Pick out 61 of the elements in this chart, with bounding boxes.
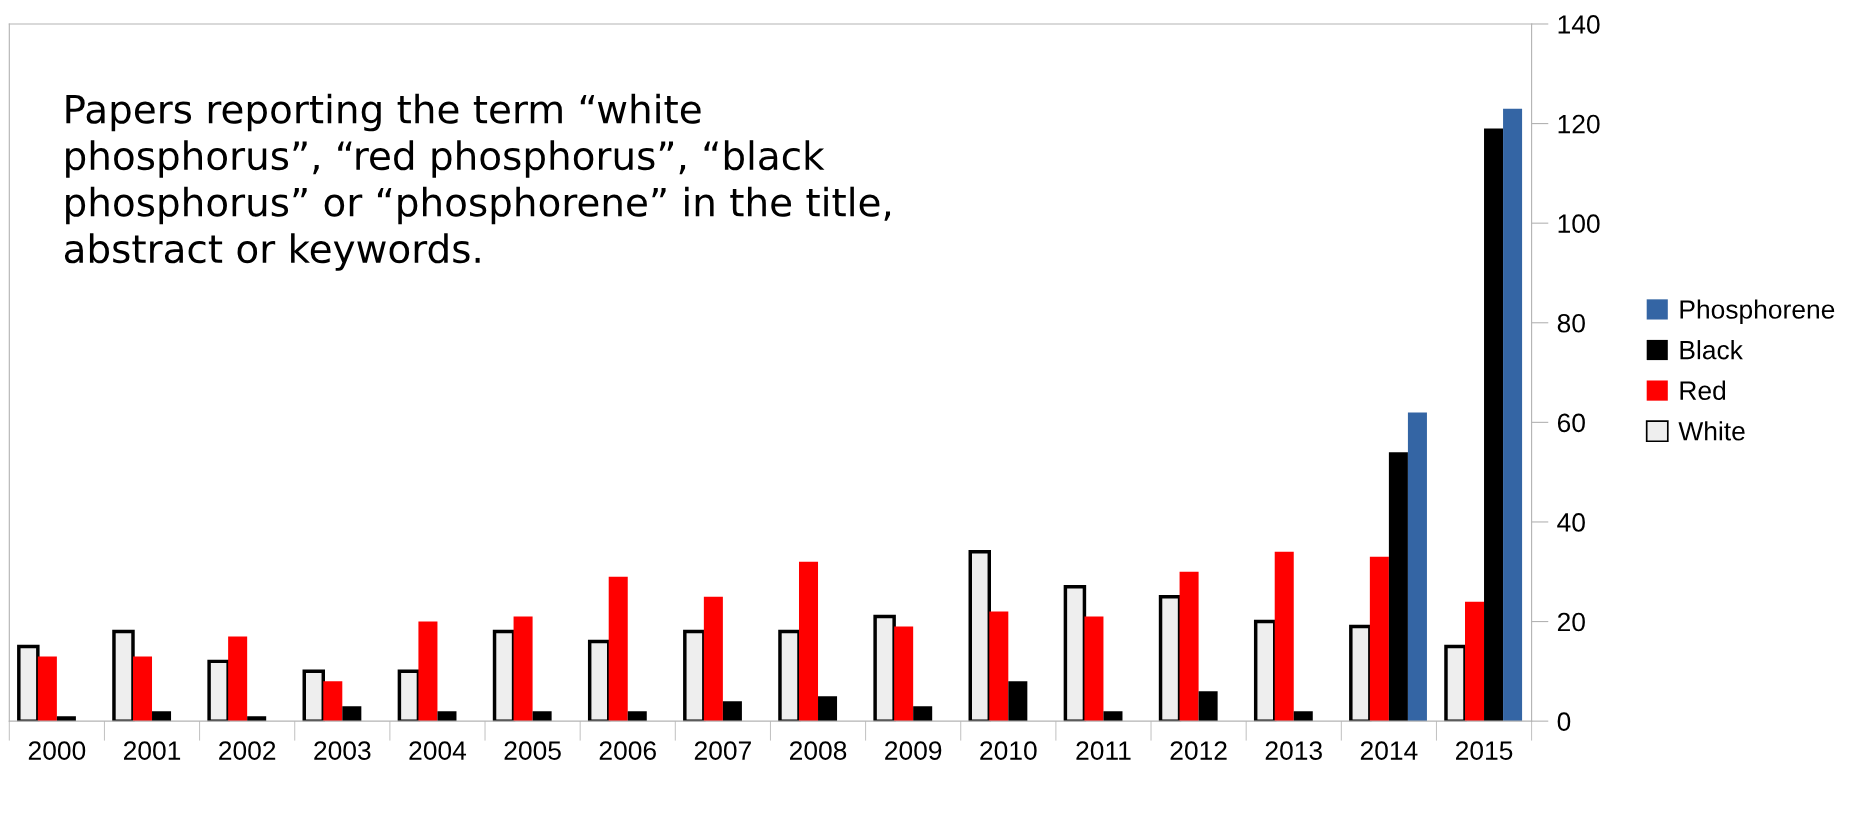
x-tick-label: 2003 [314, 741, 371, 760]
bar [418, 621, 438, 722]
bar [608, 576, 628, 722]
x-tick-label: 2002 [219, 741, 276, 760]
bar [1407, 412, 1427, 722]
bar [894, 626, 914, 722]
bar [1008, 681, 1028, 722]
y-tick-label: 0 [1557, 712, 1571, 731]
bar [627, 711, 647, 722]
x-tick-label: 2015 [1456, 741, 1513, 760]
bar [532, 711, 552, 722]
x-tick-label: 2013 [1265, 741, 1322, 760]
bar [228, 636, 248, 722]
bar [152, 711, 172, 722]
bar [1198, 691, 1218, 722]
y-tick-label: 140 [1558, 15, 1600, 34]
legend-label: Red [1680, 380, 1726, 400]
bar [1503, 108, 1523, 722]
x-tick-label: 2006 [599, 741, 656, 760]
bar [1388, 452, 1408, 722]
y-tick-label: 40 [1557, 513, 1585, 532]
x-tick-label: 2000 [28, 741, 86, 760]
y-tick-label: 80 [1557, 313, 1585, 333]
bar [1293, 711, 1313, 722]
bar [1179, 571, 1199, 722]
bar [437, 711, 457, 722]
x-tick-label: 2010 [980, 741, 1037, 760]
bar [323, 681, 343, 722]
x-tick-label: 2012 [1170, 741, 1227, 760]
bar [913, 706, 933, 722]
y-tick-label: 60 [1557, 413, 1585, 433]
x-tick-label: 2005 [504, 741, 561, 760]
bar [722, 701, 742, 722]
y-tick-label: 120 [1558, 114, 1600, 134]
bar [342, 706, 362, 722]
x-tick-label: 2014 [1360, 741, 1418, 760]
bar [1103, 711, 1123, 722]
y-tick-label: 20 [1557, 612, 1585, 632]
y-tick-label: 100 [1558, 214, 1600, 233]
bar [799, 561, 819, 722]
bar [1084, 616, 1104, 722]
legend-label: Phosphorene [1680, 299, 1835, 325]
bar [1369, 556, 1389, 722]
x-tick-label: 2001 [124, 741, 181, 760]
bar [513, 616, 533, 722]
x-tick-label: 2009 [885, 741, 942, 760]
x-tick-label: 2007 [694, 741, 751, 760]
x-tick-label: 2011 [1076, 741, 1131, 760]
bar [37, 656, 57, 722]
legend-label: Black [1680, 340, 1743, 360]
x-tick-label: 2008 [790, 741, 847, 760]
text: Papers reporting the term “white phosphorus”, “red phosphorus”, “black phosphorus” or “phosphorene” in the title, abstract or keywords. [64, 93, 891, 271]
bar [1274, 551, 1294, 722]
bar [1465, 601, 1485, 722]
x-tick-label: 2004 [409, 741, 467, 760]
bar [1484, 128, 1504, 722]
bar [132, 656, 153, 722]
legend-label: White [1678, 421, 1745, 441]
bar [989, 611, 1009, 722]
bar [818, 696, 838, 722]
bar [703, 596, 723, 722]
